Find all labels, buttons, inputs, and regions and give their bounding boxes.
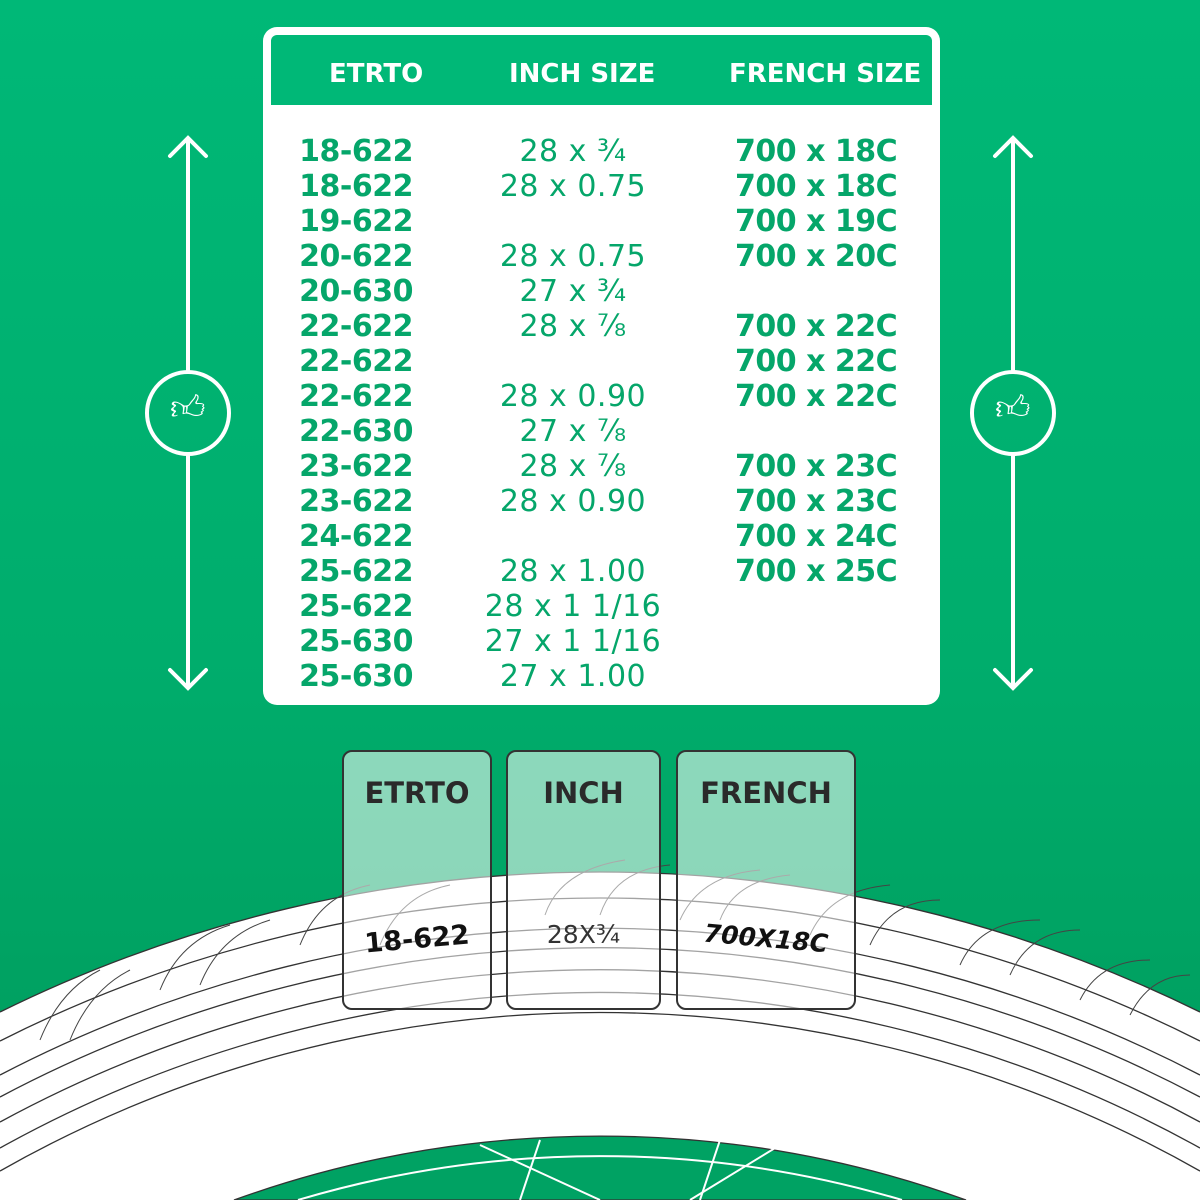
etrto-cell: 18-622 xyxy=(299,169,413,204)
header-inch-size: INCH SIZE xyxy=(509,59,656,89)
etrto-cell: 20-630 xyxy=(299,274,413,309)
etrto-cell: 22-622 xyxy=(299,344,413,379)
inch-cell: 28 x ¾ xyxy=(519,134,627,169)
french-cell: 700 x 23C xyxy=(735,484,898,519)
card-value: 700X18C xyxy=(702,918,830,959)
inch-cell: 27 x ¾ xyxy=(519,274,627,309)
etrto-cell: 25-630 xyxy=(299,659,413,694)
french-cell: 700 x 25C xyxy=(735,554,898,589)
left-range-arrow xyxy=(145,135,231,691)
etrto-cell: 23-622 xyxy=(299,484,413,519)
card-value: 28X¾ xyxy=(546,920,621,949)
inch-cell: 28 x 0.75 xyxy=(499,239,647,274)
right-range-arrow xyxy=(970,135,1056,691)
etrto-cell: 22-622 xyxy=(299,379,413,414)
etrto-cell: 20-622 xyxy=(299,239,413,274)
header-french-size: FRENCH SIZE xyxy=(729,59,922,89)
table-row: 24-622 700 x 24C xyxy=(263,519,940,554)
table-row: 25-622 28 x 1.00 700 x 25C xyxy=(263,554,940,589)
card-title: FRENCH xyxy=(700,776,832,810)
inch-cell: 28 x ⅞ xyxy=(519,309,627,344)
table-row: 18-622 28 x ¾ 700 x 18C xyxy=(263,134,940,169)
card-value: 18-622 xyxy=(363,919,471,960)
table-row: 22-630 27 x ⅞ xyxy=(263,414,940,449)
inch-cell: 28 x ⅞ xyxy=(519,449,627,484)
etrto-cell: 24-622 xyxy=(299,519,413,554)
table-row: 23-622 28 x ⅞ 700 x 23C xyxy=(263,449,940,484)
inch-cell: 27 x 1.00 xyxy=(499,659,647,694)
inch-cell: 27 x ⅞ xyxy=(519,414,627,449)
etrto-cell: 22-622 xyxy=(299,309,413,344)
french-cell: 700 x 18C xyxy=(735,134,898,169)
french-cell: 700 x 22C xyxy=(735,379,898,414)
card-etrto: ETRTO 18-622 xyxy=(342,750,492,1010)
etrto-cell: 23-622 xyxy=(299,449,413,484)
header-etrto: ETRTO xyxy=(329,59,424,89)
table-row: 22-622 28 x ⅞ 700 x 22C xyxy=(263,309,940,344)
etrto-cell: 25-630 xyxy=(299,624,413,659)
etrto-cell: 19-622 xyxy=(299,204,413,239)
card-title: ETRTO xyxy=(364,776,470,810)
table-row: 22-622 28 x 0.90 700 x 22C xyxy=(263,379,940,414)
table-row: 25-630 27 x 1 1/16 xyxy=(263,624,940,659)
french-cell: 700 x 19C xyxy=(735,204,898,239)
table-row: 25-630 27 x 1.00 xyxy=(263,659,940,694)
etrto-cell: 25-622 xyxy=(299,554,413,589)
table-row: 20-622 28 x 0.75 700 x 20C xyxy=(263,239,940,274)
inch-cell: 28 x 1.00 xyxy=(499,554,647,589)
etrto-cell: 18-622 xyxy=(299,134,413,169)
table-row: 18-622 28 x 0.75 700 x 18C xyxy=(263,169,940,204)
inch-cell: 27 x 1 1/16 xyxy=(484,624,662,659)
table-row: 25-622 28 x 1 1/16 xyxy=(263,589,940,624)
card-french: FRENCH 700X18C xyxy=(676,750,856,1010)
spokes xyxy=(479,1139,781,1200)
table-row: 20-630 27 x ¾ xyxy=(263,274,940,309)
thumbs-up-icon: 👍︎ xyxy=(995,388,1031,428)
table-row: 22-622 700 x 22C xyxy=(263,344,940,379)
table-row: 19-622 700 x 19C xyxy=(263,204,940,239)
french-cell: 700 x 22C xyxy=(735,309,898,344)
inch-cell: 28 x 0.90 xyxy=(499,379,647,414)
inch-cell: 28 x 0.90 xyxy=(499,484,647,519)
etrto-cell: 25-622 xyxy=(299,589,413,624)
french-cell: 700 x 23C xyxy=(735,449,898,484)
french-cell: 700 x 24C xyxy=(735,519,898,554)
card-title: INCH xyxy=(543,776,624,810)
table-row: 23-622 28 x 0.90 700 x 23C xyxy=(263,484,940,519)
inch-cell: 28 x 0.75 xyxy=(499,169,647,204)
french-cell: 700 x 18C xyxy=(735,169,898,204)
french-cell: 700 x 20C xyxy=(735,239,898,274)
etrto-cell: 22-630 xyxy=(299,414,413,449)
french-cell: 700 x 22C xyxy=(735,344,898,379)
table-header: ETRTO INCH SIZE FRENCH SIZE xyxy=(271,35,932,105)
thumbs-up-icon: 👍︎ xyxy=(170,388,206,428)
size-conversion-table: ETRTO INCH SIZE FRENCH SIZE 18-622 28 x ¾… xyxy=(263,27,940,705)
inch-cell: 28 x 1 1/16 xyxy=(484,589,662,624)
card-inch: INCH 28X¾ xyxy=(506,750,661,1010)
